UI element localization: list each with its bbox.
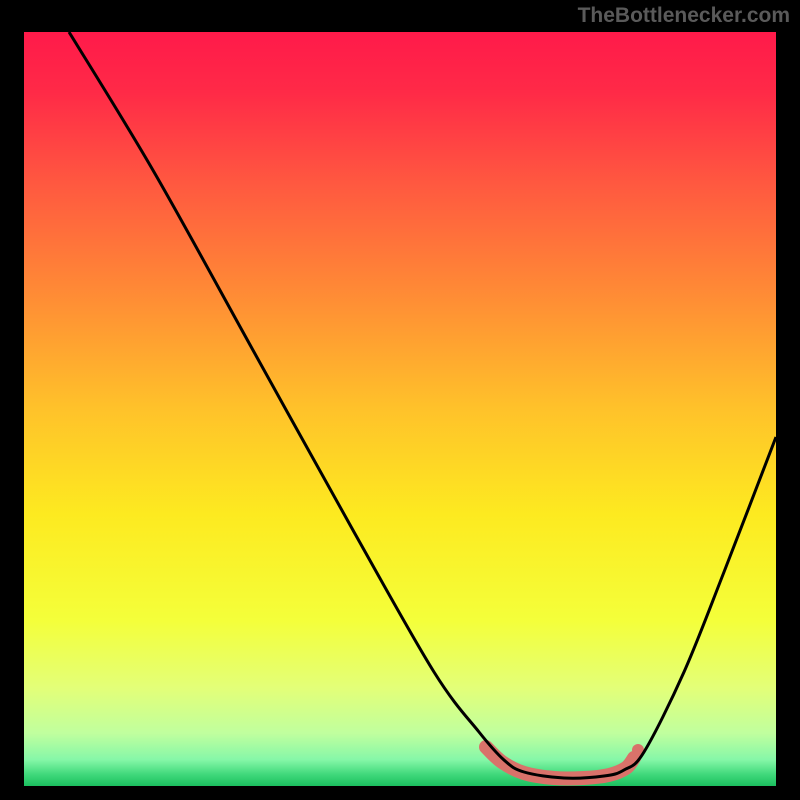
bottleneck-chart [24,32,776,786]
watermark-text: TheBottlenecker.com [578,4,790,28]
chart-background-gradient [24,32,776,786]
